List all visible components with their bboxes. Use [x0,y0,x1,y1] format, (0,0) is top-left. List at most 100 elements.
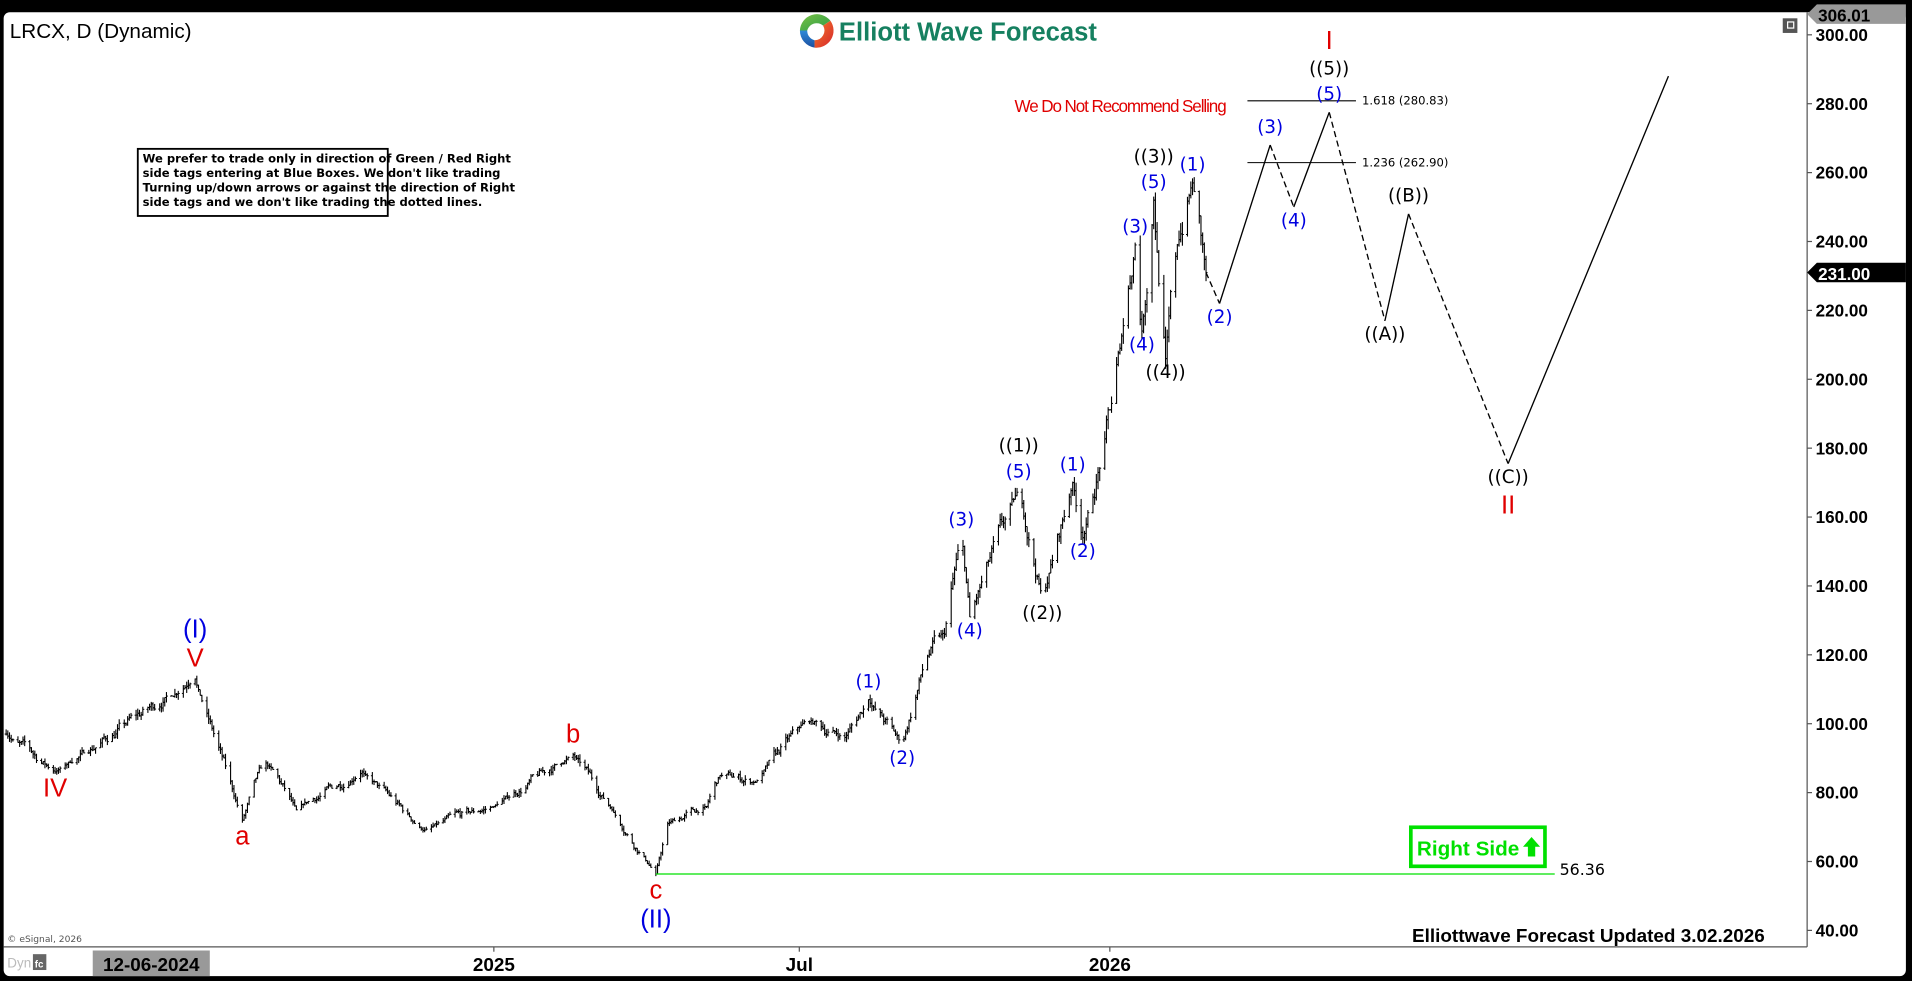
window-restore-icon[interactable] [1782,18,1798,33]
projection-line [1507,75,1670,464]
ohlc-bar [1015,487,1019,497]
ohlc-bar [460,810,464,819]
ohlc-bar [294,805,298,811]
y-tick-label: 280.00 [1816,95,1868,114]
wave-label: (1) [856,671,882,692]
wave-label: ((1)) [999,436,1039,457]
wave-label: (3) [1122,217,1148,238]
dyn-label[interactable]: Dyn [7,956,31,971]
ohlc-bar [283,780,287,792]
ohlc-bar [838,733,842,740]
x-tick-label: 2026 [1089,955,1131,976]
fc-lock-icon[interactable]: fc [32,954,47,971]
wave-label: (2) [889,748,915,769]
y-tick-label: 180.00 [1816,439,1868,458]
wave-label: ((C)) [1487,467,1528,488]
ohlc-bar [82,749,86,754]
ohlc-bar [1121,318,1125,344]
invalidation-label: 56.36 [1560,860,1605,879]
wave-label: (5) [1316,84,1342,105]
wave-label: V [187,645,204,673]
projection-line [1384,213,1410,321]
ohlc-bar [909,712,913,723]
ohlc-bar [330,784,334,789]
ohlc-bar [1062,509,1066,523]
ohlc-bar [732,773,735,778]
ohlc-bar [495,801,499,807]
ohlc-bar [507,795,511,801]
ohlc-bars [4,177,1208,877]
y-axis[interactable]: 300.00 280.00 260.00 240.00 220.00 200.00 180.… [1807,4,1906,940]
right-side-label: Right Side [1417,837,1519,860]
ohlc-bar [672,817,676,822]
note-line: side tags entering at Blue Boxes. We don… [143,166,501,180]
ohlc-bar [802,719,806,725]
annotations: 1.618 (280.83) 1.236 (262.90) 56.36 [655,75,1670,879]
ohlc-bar [602,792,606,799]
updated-note: Elliottwave Forecast Updated 3.02.2026 [1412,926,1765,947]
wave-label: c [649,876,662,904]
ohlc-bar [980,575,984,589]
wave-label: (3) [1257,117,1283,138]
ohlc-bar [519,787,523,797]
wave-label: II [1501,492,1515,520]
ohlc-bar [401,804,405,814]
ohlc-bar [306,800,310,804]
ohlc-bar [991,536,995,553]
ohlc-bar [743,775,747,786]
projection-line [1293,112,1330,208]
copyright: © eSignal, 2026 [7,935,82,945]
arrow-up-icon [1523,837,1541,857]
ohlc-bar [1169,289,1173,320]
ohlc-bar [188,682,192,689]
ohlc-bar [105,734,109,746]
ohlc-bar [212,725,216,738]
cursor-date-highlight [92,950,210,977]
x-axis[interactable]: 2025 Jul 2026 12-06-2024 [92,946,1131,977]
y-tick-label: 260.00 [1816,164,1868,183]
chart-background [3,12,1906,977]
ohlc-bar [247,796,251,806]
ohlc-bar [921,664,924,678]
ohlc-bar [1039,578,1043,594]
wave-label: (4) [1281,211,1307,232]
ohlc-bar [141,706,145,716]
fib-level-label: 1.236 (262.90) [1362,155,1448,169]
ohlc-bar [720,772,724,778]
y-tick-label: 220.00 [1816,301,1868,320]
wave-label: (I) [183,615,207,643]
ohlc-bar [1074,482,1078,513]
ohlc-bar [755,779,759,783]
ohlc-bar [590,769,594,781]
sell-warning: We Do Not Recommend Selling [1015,97,1227,116]
y-tick-label: 60.00 [1816,853,1859,872]
wave-label: (2) [1070,541,1096,562]
ohlc-bar [779,743,783,757]
wave-label: (II) [640,906,671,934]
ohlc-bar [200,694,204,703]
ohlc-bar [235,796,239,808]
ohlc-bar [932,630,936,644]
wave-label: (5) [1141,172,1167,193]
ohlc-bar [956,544,960,561]
ohlc-bar [613,810,617,818]
ohlc-bar [861,705,865,718]
y-tick-label: 140.00 [1816,577,1868,596]
ohlc-bar [873,701,877,711]
ohlc-bar [625,833,629,837]
ohlc-bar [11,738,15,742]
ohlc-bar [318,792,322,802]
x-tick-label: 2025 [473,955,515,976]
wave-label: (1) [1180,155,1206,176]
ohlc-bar [354,776,357,782]
ohlc-bar [1003,516,1007,531]
ohlc-bar [696,810,700,816]
fib-level-label: 1.618 (280.83) [1362,94,1448,108]
ohlc-bar [224,753,227,770]
wave-label: ((3)) [1134,146,1174,167]
wave-label: ((A)) [1364,324,1405,345]
ohlc-bar [377,782,381,790]
ohlc-bar [1027,532,1031,548]
wave-label: ((2)) [1022,603,1062,624]
